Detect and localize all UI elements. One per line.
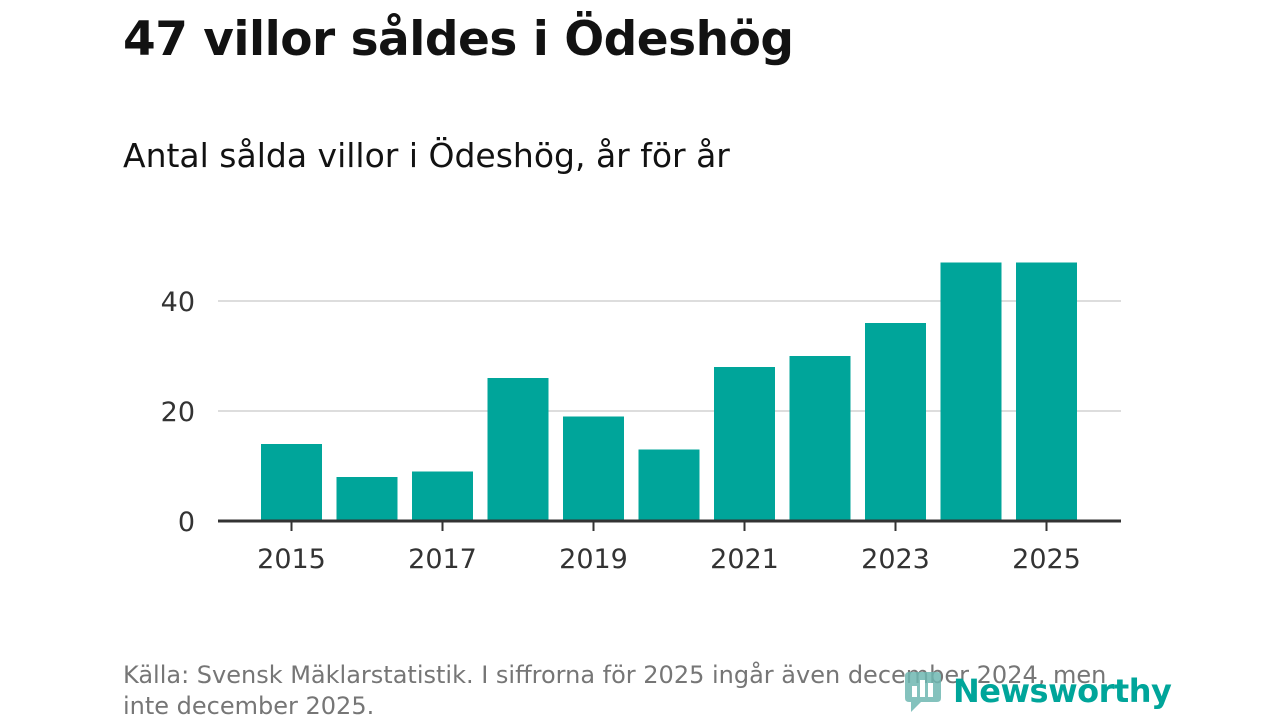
x-tick-label-2017: 2017 bbox=[408, 544, 477, 575]
axes: 0 20 40 2015 2017 2019 2021 2023 2025 bbox=[161, 287, 1121, 575]
bar-2015[interactable] bbox=[261, 444, 322, 521]
x-tick-label-2025: 2025 bbox=[1012, 544, 1081, 575]
source-note: Källa: Svensk Mäklarstatistik. I siffror… bbox=[123, 661, 1107, 720]
y-tick-label-0: 0 bbox=[178, 507, 195, 538]
bar-2024[interactable] bbox=[940, 262, 1002, 522]
x-tick-label-2019: 2019 bbox=[559, 544, 628, 575]
x-tick-label-2021: 2021 bbox=[710, 544, 779, 575]
bar-2019[interactable] bbox=[563, 416, 624, 522]
bar-2022[interactable] bbox=[789, 356, 851, 521]
newsworthy-logo-icon bbox=[905, 672, 941, 712]
bar-2021[interactable] bbox=[714, 367, 775, 521]
bar-2025[interactable] bbox=[1016, 262, 1077, 522]
y-tick-label-20: 20 bbox=[161, 397, 195, 428]
bar-2023[interactable] bbox=[865, 323, 926, 521]
y-tick-label-40: 40 bbox=[161, 287, 195, 318]
newsworthy-logo-text: Newsworthy bbox=[953, 672, 1172, 710]
chart-subtitle: Antal sålda villor i Ödeshög, år för år bbox=[123, 136, 730, 175]
bar-2020[interactable] bbox=[638, 449, 700, 522]
x-tick-label-2015: 2015 bbox=[257, 544, 326, 575]
bar-2016[interactable] bbox=[336, 477, 398, 521]
bar-chart: 0 20 40 2015 2017 2019 2021 2023 2025 bbox=[161, 262, 1121, 575]
bar-2018[interactable] bbox=[487, 378, 549, 521]
bars bbox=[261, 262, 1077, 522]
bar-2017[interactable] bbox=[412, 471, 473, 522]
newsworthy-logo[interactable]: Newsworthy bbox=[901, 668, 1172, 714]
x-tick-label-2023: 2023 bbox=[861, 544, 930, 575]
chart-title: 47 villor såldes i Ödeshög bbox=[123, 12, 794, 67]
